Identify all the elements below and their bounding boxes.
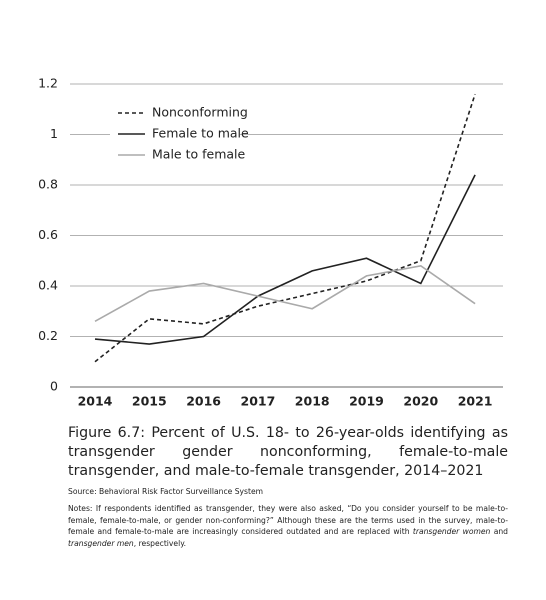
y-tick-label: 0.2 — [38, 328, 58, 343]
x-tick-label: 2014 — [78, 394, 113, 409]
notes-text: Notes: If respondents identified as tran… — [68, 504, 508, 536]
x-tick-label: 2015 — [132, 394, 167, 409]
y-tick-label: 0 — [50, 379, 58, 394]
notes: Notes: If respondents identified as tran… — [68, 503, 508, 549]
caption: Figure 6.7: Percent of U.S. 18- to 26-ye… — [68, 425, 508, 479]
x-tick-label: 2020 — [403, 394, 438, 409]
x-tick-label: 2017 — [241, 394, 276, 409]
legend-label: Female to male — [152, 126, 249, 141]
legend-label: Male to female — [152, 147, 246, 162]
y-tick-label: 1.2 — [38, 76, 58, 91]
source: Source: Behavioral Risk Factor Surveilla… — [68, 487, 264, 496]
x-tick-label: 2018 — [295, 394, 330, 409]
series-line — [94, 264, 476, 323]
series-line — [94, 174, 476, 345]
notes-italic: transgender women — [412, 527, 491, 536]
x-tick-label: 2021 — [458, 394, 493, 409]
series-line — [94, 93, 476, 363]
legend-label: Nonconforming — [152, 105, 248, 120]
chart: 0 0.2 0.4 0.6 0.8 1 1.2 2014 2015 2016 2017 2018 201… — [38, 76, 503, 409]
notes-italic: transgender men — [68, 538, 134, 548]
y-tick-label: 0.6 — [38, 227, 58, 242]
x-tick-label: 2019 — [349, 394, 384, 409]
y-tick-label: 0.4 — [38, 278, 58, 293]
x-tick-label: 2016 — [186, 394, 221, 409]
y-tick-label: 1 — [50, 126, 58, 141]
notes-text: , respectively. — [133, 538, 187, 548]
y-tick-label: 0.8 — [38, 177, 58, 192]
notes-text: and — [490, 527, 508, 536]
